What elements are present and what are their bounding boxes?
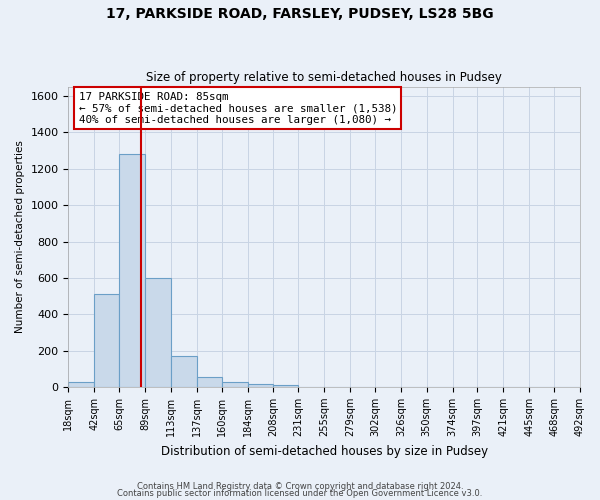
Bar	[221, 382, 248, 387]
Title: Size of property relative to semi-detached houses in Pudsey: Size of property relative to semi-detach…	[146, 72, 502, 85]
Bar	[248, 384, 274, 387]
Text: Contains public sector information licensed under the Open Government Licence v3: Contains public sector information licen…	[118, 488, 482, 498]
Bar	[171, 356, 197, 387]
Text: 17, PARKSIDE ROAD, FARSLEY, PUDSEY, LS28 5BG: 17, PARKSIDE ROAD, FARSLEY, PUDSEY, LS28…	[106, 8, 494, 22]
Text: Contains HM Land Registry data © Crown copyright and database right 2024.: Contains HM Land Registry data © Crown c…	[137, 482, 463, 491]
Bar	[197, 377, 221, 387]
Bar	[68, 382, 94, 387]
Bar	[274, 385, 298, 387]
Text: 17 PARKSIDE ROAD: 85sqm
← 57% of semi-detached houses are smaller (1,538)
40% of: 17 PARKSIDE ROAD: 85sqm ← 57% of semi-de…	[79, 92, 397, 125]
Bar	[94, 294, 119, 387]
X-axis label: Distribution of semi-detached houses by size in Pudsey: Distribution of semi-detached houses by …	[161, 444, 488, 458]
Y-axis label: Number of semi-detached properties: Number of semi-detached properties	[15, 140, 25, 334]
Bar	[145, 278, 171, 387]
Bar	[119, 154, 145, 387]
